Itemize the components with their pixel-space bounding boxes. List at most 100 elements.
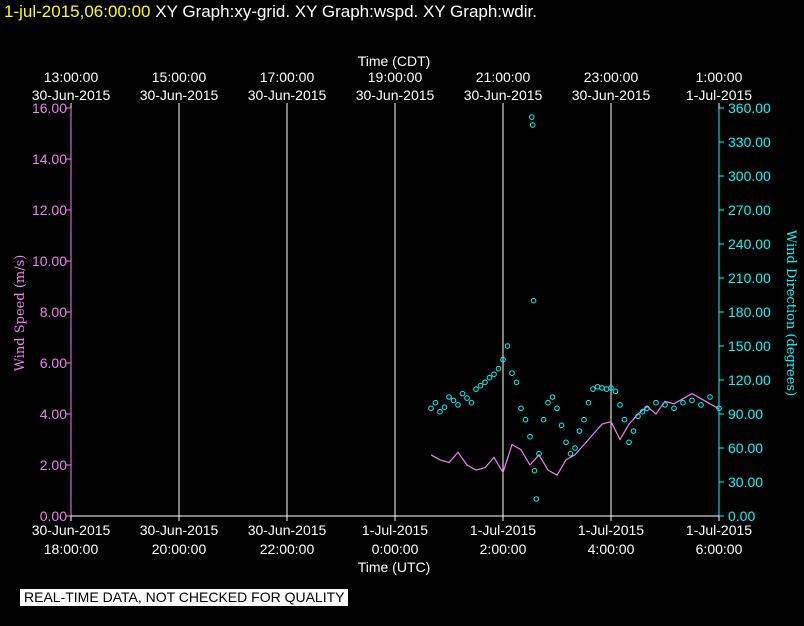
left-axis-label: Wind Speed (m/s) [13, 255, 28, 372]
wind-speed-line [430, 392, 720, 477]
wind-direction-point [486, 374, 493, 381]
bottom-tick-time: 18:00:00 [44, 541, 99, 557]
wind-direction-point [527, 433, 533, 440]
bottom-tick-time: 4:00:00 [588, 541, 635, 557]
right-tick-label: 90.00 [728, 406, 763, 422]
bottom-tick-date: 1-Jul-2015 [470, 522, 536, 538]
grid-layer [70, 108, 720, 516]
top-axis-title: Time (CDT) [358, 53, 431, 69]
left-tick-label: 6.00 [40, 355, 67, 371]
wind-direction-point [626, 439, 632, 446]
wind-direction-point [513, 379, 520, 386]
wind-direction-point [603, 386, 610, 392]
wind-direction-point [585, 399, 592, 406]
header-timestamp: 1-jul-2015,06:00:00 [4, 2, 151, 21]
bottom-tick-date: 1-Jul-2015 [362, 522, 428, 538]
wind-direction-point [473, 386, 479, 392]
wind-direction-point [671, 405, 677, 412]
wind-direction-point [680, 399, 686, 406]
top-tick-time: 19:00:00 [368, 69, 423, 85]
left-tick-label: 8.00 [40, 304, 67, 320]
wind-direction-point [509, 370, 515, 377]
right-tick-label: 360.00 [728, 100, 771, 116]
top-tick-time: 17:00:00 [260, 69, 315, 85]
wind-direction-point [468, 399, 475, 406]
wind-direction-point [482, 379, 488, 386]
wind-direction-point [518, 405, 524, 412]
bottom-tick-time: 6:00:00 [696, 541, 743, 557]
wind-direction-point [533, 496, 540, 502]
left-tick-label: 12.00 [32, 202, 67, 218]
bottom-tick-time: 22:00:00 [260, 541, 315, 557]
right-tick-label: 240.00 [728, 236, 771, 252]
wind-direction-point [531, 467, 538, 474]
left-tick-label: 0.00 [40, 508, 67, 524]
right-tick-label: 150.00 [728, 338, 771, 354]
header-title: 1-jul-2015,06:00:00 XY Graph:xy-grid. XY… [4, 2, 537, 22]
bottom-tick-date: 30-Jun-2015 [140, 522, 219, 538]
bottom-tick-time: 20:00:00 [152, 541, 207, 557]
top-tick-date: 30-Jun-2015 [32, 87, 111, 103]
right-axis-label: Wind Direction (degrees) [783, 230, 798, 396]
top-tick-time: 23:00:00 [584, 69, 639, 85]
wind-direction-point [612, 388, 619, 395]
top-tick-date: 30-Jun-2015 [464, 87, 543, 103]
wind-direction-point [558, 422, 565, 429]
top-tick-time: 15:00:00 [152, 69, 207, 85]
wind-direction-point [594, 384, 601, 390]
wind-direction-point [549, 394, 556, 400]
top-tick-time: 13:00:00 [44, 69, 99, 85]
ticks-layer: 30-Jun-2015 18:00:00 30-Jun-2015 20:00:00 30… [32, 69, 771, 557]
bottom-tick-date: 1-Jul-2015 [578, 522, 644, 538]
right-tick-label: 30.00 [728, 474, 763, 490]
wind-direction-point [630, 428, 637, 434]
wind-direction-point [536, 450, 542, 457]
left-tick-label: 16.00 [32, 100, 67, 116]
top-tick-date: 1-Jul-2015 [686, 87, 752, 103]
bottom-tick-time: 2:00:00 [480, 541, 527, 557]
left-tick-label: 4.00 [40, 406, 67, 422]
wind-direction-point [716, 405, 722, 412]
right-tick-label: 60.00 [728, 440, 763, 456]
top-tick-date: 30-Jun-2015 [248, 87, 327, 103]
top-tick-date: 30-Jun-2015 [572, 87, 651, 103]
wind-direction-point [590, 386, 596, 392]
wind-direction-point [567, 450, 574, 457]
wind-direction-point [563, 439, 569, 446]
bottom-axis-title: Time (UTC) [358, 559, 431, 575]
right-tick-label: 0.00 [728, 508, 755, 524]
wind-direction-point [639, 408, 646, 415]
wind-direction-point [529, 114, 535, 120]
top-tick-date: 30-Jun-2015 [140, 87, 219, 103]
wind-direction-point [428, 405, 434, 412]
wind-direction-point [599, 385, 605, 391]
wind-direction-point [464, 395, 470, 401]
wind-direction-point [522, 416, 529, 423]
bottom-tick-date: 1-Jul-2015 [686, 522, 752, 538]
wind-direction-point [608, 385, 614, 391]
wind-direction-point [572, 445, 578, 451]
wind-direction-point [450, 397, 457, 404]
wind-direction-point [495, 365, 502, 372]
header-graph-titles: XY Graph:xy-grid. XY Graph:wspd. XY Grap… [155, 2, 537, 21]
wind-direction-point [617, 402, 623, 408]
wind-direction-point [662, 402, 668, 408]
wind-direction-point [621, 416, 628, 423]
wind-direction-point [698, 402, 704, 408]
right-tick-label: 120.00 [728, 372, 771, 388]
left-tick-label: 14.00 [32, 151, 67, 167]
wind-direction-point [653, 399, 659, 406]
wind-direction-point [441, 404, 448, 411]
wind-direction-point [576, 428, 583, 434]
right-tick-label: 180.00 [728, 304, 771, 320]
top-tick-time: 21:00:00 [476, 69, 531, 85]
wind-direction-point [644, 405, 650, 412]
wind-direction-point [504, 343, 511, 349]
wind-direction-point [707, 394, 713, 400]
right-tick-label: 210.00 [728, 270, 771, 286]
wind-direction-point [437, 408, 443, 415]
bottom-tick-date: 30-Jun-2015 [248, 522, 327, 538]
left-tick-label: 2.00 [40, 457, 67, 473]
wind-direction-point [491, 371, 497, 378]
